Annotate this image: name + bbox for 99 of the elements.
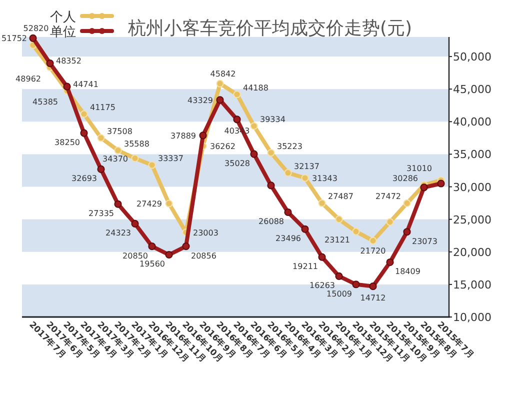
point <box>335 272 343 280</box>
point <box>301 174 309 182</box>
point <box>182 242 190 250</box>
data-label: 20850 <box>122 251 148 260</box>
point <box>97 134 105 142</box>
data-label: 37889 <box>170 131 196 140</box>
point <box>386 258 394 266</box>
data-label: 31343 <box>312 174 338 184</box>
data-label: 35588 <box>124 139 150 148</box>
point <box>131 154 139 162</box>
data-label: 35223 <box>277 142 302 151</box>
point <box>165 250 173 259</box>
point <box>216 80 224 88</box>
data-label: 33337 <box>158 154 184 164</box>
data-label: 16263 <box>310 281 335 290</box>
data-label: 31010 <box>406 164 432 174</box>
data-label: 39334 <box>260 114 286 124</box>
y-tick-label: 45,000 <box>453 83 492 96</box>
y-tick-label: 25,000 <box>453 213 492 226</box>
data-label: 19560 <box>140 260 165 269</box>
data-label: 32693 <box>72 174 97 184</box>
point <box>386 218 394 226</box>
point <box>284 169 292 177</box>
point <box>29 34 37 42</box>
data-label: 21720 <box>360 246 386 256</box>
point <box>233 90 241 98</box>
y-tick-label: 40,000 <box>453 116 492 129</box>
point <box>148 161 156 169</box>
point <box>318 253 326 261</box>
point <box>80 110 88 118</box>
data-label: 51752 <box>2 34 27 44</box>
y-tick-label: 20,000 <box>453 246 492 259</box>
point <box>352 228 360 236</box>
data-label: 52820 <box>23 24 49 34</box>
data-label: 36262 <box>210 142 236 151</box>
data-label: 43329 <box>188 96 213 105</box>
data-label: 37508 <box>107 126 132 136</box>
data-label: 19211 <box>292 262 318 272</box>
point <box>403 228 411 236</box>
y-tick-label: 50,000 <box>453 50 492 64</box>
data-label: 44188 <box>243 83 268 92</box>
data-label: 18409 <box>395 267 420 276</box>
point <box>420 184 428 192</box>
data-label: 41175 <box>90 103 116 112</box>
data-label: 23073 <box>412 236 438 246</box>
point <box>369 236 377 244</box>
point <box>63 82 71 90</box>
point <box>403 199 411 208</box>
y-tick-label: 35,000 <box>453 148 492 162</box>
point <box>114 200 122 208</box>
data-label: 27429 <box>136 200 162 209</box>
data-label: 48352 <box>56 56 82 66</box>
point <box>301 225 309 233</box>
data-label: 45842 <box>210 70 236 79</box>
point <box>250 122 258 130</box>
data-label: 27472 <box>376 192 401 202</box>
data-label: 27487 <box>328 192 354 202</box>
data-label: 15009 <box>326 289 352 298</box>
y-tick-label: 30,000 <box>453 180 492 194</box>
data-label: 44741 <box>73 80 98 89</box>
data-label: 26088 <box>258 217 284 226</box>
data-label: 23121 <box>324 236 350 245</box>
data-label: 14712 <box>360 293 386 302</box>
y-tick-label: 15,000 <box>453 278 492 292</box>
point <box>131 220 139 228</box>
data-label: 23003 <box>193 228 218 238</box>
point <box>114 146 122 154</box>
legend-label: 个人 <box>50 10 76 25</box>
data-label: 35028 <box>224 159 250 168</box>
point <box>267 182 275 190</box>
point <box>148 242 156 250</box>
data-label: 38250 <box>54 138 80 148</box>
data-label: 20856 <box>191 251 216 260</box>
y-tick-label: 10,000 <box>453 311 492 324</box>
point <box>250 150 258 158</box>
point <box>46 59 54 68</box>
point <box>284 208 292 216</box>
point <box>267 148 275 157</box>
data-label: 48962 <box>16 74 41 84</box>
point <box>199 132 207 140</box>
data-label: 30286 <box>392 174 418 183</box>
data-label: 34370 <box>102 154 128 164</box>
point <box>352 280 360 288</box>
data-label: 45385 <box>32 98 58 107</box>
point <box>97 165 105 174</box>
point <box>335 216 343 224</box>
legend-label: 单位 <box>50 25 76 40</box>
point <box>233 116 241 124</box>
point <box>80 129 88 137</box>
point <box>437 180 445 188</box>
point <box>369 282 377 290</box>
chart-title: 杭州小客车竞价平均成交价走势(元) <box>127 18 412 39</box>
point <box>216 96 224 104</box>
data-label: 32137 <box>294 162 320 171</box>
data-label: 24323 <box>106 228 131 238</box>
data-label: 27335 <box>88 209 114 218</box>
point <box>165 200 173 208</box>
point <box>318 199 326 207</box>
data-label: 23496 <box>276 234 301 244</box>
